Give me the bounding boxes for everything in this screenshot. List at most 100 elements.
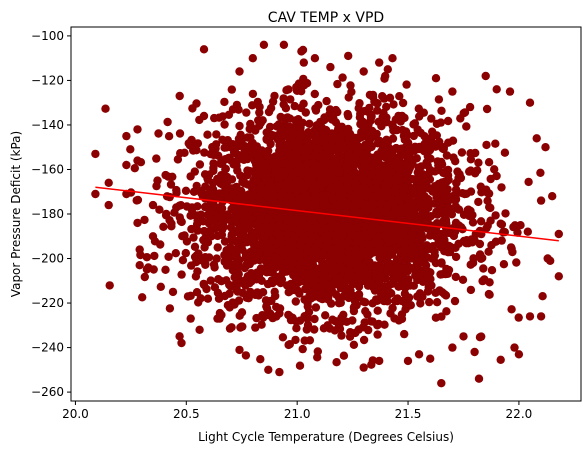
scatter-point — [248, 54, 257, 63]
scatter-point — [427, 114, 436, 123]
scatter-point — [536, 168, 545, 177]
scatter-point — [156, 282, 165, 291]
scatter-point — [359, 177, 369, 186]
scatter-point — [229, 160, 238, 169]
scatter-point — [328, 130, 338, 139]
scatter-point — [122, 160, 131, 170]
scatter-point — [479, 264, 488, 273]
scatter-point — [416, 299, 425, 308]
scatter-point — [373, 330, 382, 339]
scatter-point — [436, 118, 445, 127]
scatter-point — [483, 221, 492, 230]
scatter-point — [255, 240, 264, 249]
scatter-point — [474, 197, 483, 207]
scatter-point — [310, 89, 319, 99]
scatter-point — [465, 102, 475, 112]
scatter-point — [408, 243, 417, 252]
scatter-point — [407, 159, 417, 169]
scatter-point — [135, 261, 144, 270]
scatter-point — [175, 201, 184, 210]
y-axis-label: Vapor Pressure Deficit (kPa) — [9, 131, 23, 297]
scatter-point — [346, 255, 356, 264]
scatter-point — [360, 318, 369, 327]
scatter-point — [91, 189, 100, 199]
scatter-point — [379, 296, 389, 306]
scatter-point — [485, 290, 494, 299]
scatter-point — [251, 323, 260, 332]
scatter-point — [303, 314, 312, 323]
scatter-point — [484, 247, 493, 256]
scatter-point — [523, 227, 532, 236]
scatter-point — [383, 201, 393, 210]
scatter-point — [301, 191, 310, 200]
scatter-point — [554, 229, 563, 239]
scatter-point — [222, 246, 232, 255]
scatter-point — [319, 179, 329, 188]
scatter-point — [162, 209, 171, 219]
scatter-point — [510, 343, 519, 352]
x-tick-label: 21.0 — [284, 407, 311, 421]
scatter-point — [351, 245, 360, 255]
scatter-point — [295, 361, 305, 370]
scatter-point — [382, 284, 392, 294]
scatter-point — [380, 152, 389, 162]
scatter-point — [237, 205, 246, 214]
scatter-point — [260, 254, 269, 263]
scatter-point — [164, 132, 174, 141]
scatter-point — [161, 265, 170, 274]
scatter-point — [259, 197, 268, 207]
scatter-point — [337, 331, 346, 340]
scatter-point — [275, 179, 284, 188]
scatter-point — [416, 199, 425, 209]
scatter-point — [347, 140, 356, 149]
scatter-point — [451, 157, 460, 166]
scatter-point — [373, 306, 382, 315]
scatter-point — [448, 343, 457, 352]
scatter-point — [440, 177, 450, 186]
scatter-point — [538, 292, 547, 301]
scatter-point — [385, 93, 395, 103]
scatter-point — [431, 313, 441, 322]
scatter-point — [177, 338, 186, 348]
scatter-point — [332, 358, 341, 367]
scatter-point — [462, 122, 471, 131]
scatter-point — [195, 160, 205, 169]
scatter-point — [358, 191, 367, 200]
scatter-point — [281, 104, 291, 113]
scatter-point — [354, 290, 364, 299]
scatter-point — [323, 295, 333, 304]
scatter-point — [257, 157, 266, 167]
scatter-point — [303, 160, 312, 169]
scatter-point — [304, 128, 313, 137]
scatter-point — [432, 207, 441, 217]
scatter-point — [180, 231, 189, 240]
scatter-point — [370, 200, 379, 209]
scatter-point — [451, 272, 460, 282]
scatter-point — [302, 255, 311, 265]
x-tick-label: 20.0 — [62, 407, 89, 421]
scatter-point — [371, 283, 380, 292]
scatter-point — [192, 220, 202, 229]
scatter-point — [229, 148, 239, 157]
scatter-point — [291, 297, 300, 306]
scatter-point — [236, 130, 245, 139]
scatter-point — [308, 235, 317, 244]
scatter-point — [305, 119, 314, 128]
scatter-point — [350, 297, 360, 306]
scatter-point — [159, 222, 168, 231]
scatter-point — [505, 87, 515, 96]
scatter-point — [474, 158, 483, 167]
scatter-point — [413, 144, 423, 154]
scatter-point — [193, 226, 202, 235]
scatter-point — [487, 241, 496, 250]
scatter-point — [347, 87, 356, 97]
scatter-point — [429, 139, 438, 149]
scatter-point — [253, 205, 263, 214]
scatter-point — [353, 219, 363, 228]
scatter-point — [318, 126, 328, 135]
scatter-point — [364, 325, 373, 335]
scatter-point — [405, 202, 414, 211]
scatter-point — [265, 180, 275, 190]
scatter-point — [322, 259, 331, 269]
scatter-point — [430, 251, 439, 260]
